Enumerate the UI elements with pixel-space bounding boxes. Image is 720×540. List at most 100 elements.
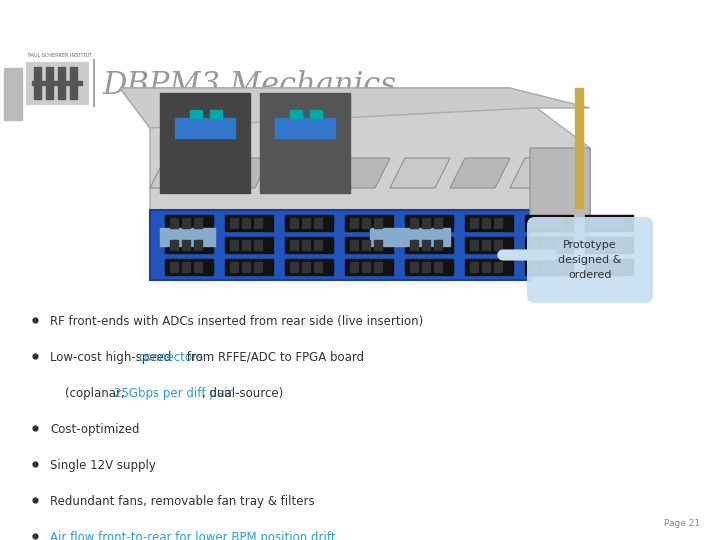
Bar <box>46 67 53 99</box>
Bar <box>482 240 490 250</box>
Bar <box>410 262 418 272</box>
Bar <box>254 218 262 228</box>
Bar <box>350 218 358 228</box>
Bar <box>314 262 322 272</box>
Bar <box>275 118 335 138</box>
Bar <box>590 218 598 228</box>
Bar <box>182 240 190 250</box>
Bar <box>614 218 622 228</box>
Bar <box>405 237 453 253</box>
Bar <box>302 240 310 250</box>
Bar <box>170 218 178 228</box>
Bar <box>465 215 513 231</box>
Bar <box>242 262 250 272</box>
Bar <box>260 93 350 193</box>
Bar <box>374 262 382 272</box>
Bar <box>374 240 382 250</box>
Bar <box>302 262 310 272</box>
Text: Cost-optimized: Cost-optimized <box>50 423 140 436</box>
Bar <box>230 240 238 250</box>
Bar <box>370 228 450 246</box>
Bar <box>494 218 502 228</box>
Bar <box>542 262 550 272</box>
Bar <box>225 215 273 231</box>
Bar <box>470 262 478 272</box>
Bar <box>242 240 250 250</box>
Text: from RFFE/ADC to FPGA board: from RFFE/ADC to FPGA board <box>183 351 364 364</box>
Bar <box>362 240 370 250</box>
Bar <box>554 218 562 228</box>
Bar <box>160 228 215 246</box>
Bar <box>254 262 262 272</box>
Bar <box>165 237 213 253</box>
Bar <box>345 259 393 275</box>
Polygon shape <box>270 158 330 188</box>
Bar <box>585 259 633 275</box>
Bar <box>525 215 573 231</box>
Polygon shape <box>150 158 210 188</box>
Polygon shape <box>120 88 590 280</box>
Bar <box>182 218 190 228</box>
Text: Redundant fans, removable fan tray & filters: Redundant fans, removable fan tray & fil… <box>50 495 315 508</box>
FancyBboxPatch shape <box>527 217 653 303</box>
Bar <box>194 240 202 250</box>
Bar <box>165 259 213 275</box>
Bar <box>290 110 302 118</box>
Bar <box>470 240 478 250</box>
Text: Page 21: Page 21 <box>664 519 700 528</box>
Bar <box>614 240 622 250</box>
Text: 25Gbps per diff pair: 25Gbps per diff pair <box>114 387 232 400</box>
Bar <box>482 218 490 228</box>
Bar <box>32 81 82 85</box>
Bar <box>465 237 513 253</box>
Bar <box>590 240 598 250</box>
Polygon shape <box>450 158 510 188</box>
Bar <box>170 240 178 250</box>
Bar <box>405 259 453 275</box>
Bar <box>575 88 583 208</box>
Bar <box>285 237 333 253</box>
Bar <box>465 259 513 275</box>
Bar <box>230 262 238 272</box>
Bar <box>422 262 430 272</box>
Bar <box>210 110 222 118</box>
Bar <box>530 262 538 272</box>
Bar <box>362 218 370 228</box>
Bar <box>410 218 418 228</box>
Text: Low-cost high-speed: Low-cost high-speed <box>50 351 175 364</box>
Text: RF front-ends with ADCs inserted from rear side (live insertion): RF front-ends with ADCs inserted from re… <box>50 315 423 328</box>
Bar <box>530 240 538 250</box>
Bar <box>194 262 202 272</box>
Bar <box>345 215 393 231</box>
Bar <box>345 237 393 253</box>
Bar <box>225 237 273 253</box>
Polygon shape <box>210 158 270 188</box>
Bar <box>230 218 238 228</box>
Bar <box>434 262 442 272</box>
Bar <box>302 218 310 228</box>
Bar <box>242 218 250 228</box>
Bar <box>350 240 358 250</box>
Bar <box>434 218 442 228</box>
Text: , dual-source): , dual-source) <box>202 387 283 400</box>
Bar <box>530 218 538 228</box>
Bar <box>310 110 322 118</box>
Bar <box>182 262 190 272</box>
Bar <box>422 240 430 250</box>
Bar <box>165 215 213 231</box>
Bar <box>70 67 77 99</box>
Bar <box>190 110 202 118</box>
Bar <box>285 259 333 275</box>
Bar <box>225 259 273 275</box>
Bar <box>362 262 370 272</box>
Bar <box>614 262 622 272</box>
Bar <box>494 240 502 250</box>
Bar <box>175 118 235 138</box>
Bar <box>554 240 562 250</box>
Bar <box>434 240 442 250</box>
Text: PAUL SCHERRER INSTITUT: PAUL SCHERRER INSTITUT <box>28 53 92 58</box>
Polygon shape <box>390 158 450 188</box>
Bar <box>26 62 88 104</box>
Bar <box>525 237 573 253</box>
Bar <box>350 262 358 272</box>
